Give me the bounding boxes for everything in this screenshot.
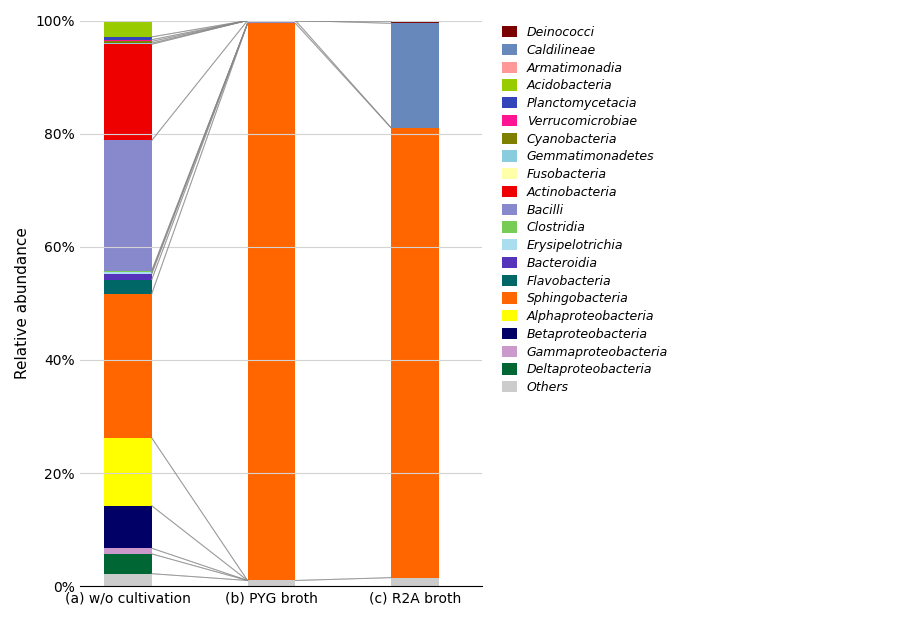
Bar bbox=[104, 506, 151, 548]
Bar bbox=[104, 37, 151, 40]
Bar bbox=[104, 554, 151, 574]
Bar bbox=[104, 40, 151, 42]
Bar bbox=[391, 578, 439, 586]
Bar bbox=[104, 280, 151, 294]
Bar bbox=[104, 270, 151, 272]
Bar bbox=[248, 24, 296, 580]
Bar bbox=[104, 42, 151, 43]
Bar bbox=[248, 580, 296, 586]
Bar bbox=[104, 438, 151, 506]
Bar bbox=[104, 294, 151, 438]
Bar bbox=[104, 44, 151, 140]
Bar bbox=[104, 274, 151, 280]
Bar bbox=[104, 12, 151, 14]
Bar bbox=[391, 128, 439, 578]
Bar bbox=[104, 272, 151, 274]
Bar bbox=[248, 20, 296, 24]
Legend: Deinococci, Caldilineae, Armatimonadia, Acidobacteria, Planctomycetacia, Verruco: Deinococci, Caldilineae, Armatimonadia, … bbox=[496, 21, 673, 399]
Bar bbox=[391, 24, 439, 128]
Bar bbox=[391, 20, 439, 24]
Y-axis label: Relative abundance: Relative abundance bbox=[15, 228, 30, 379]
Bar bbox=[104, 11, 151, 12]
Bar bbox=[104, 43, 151, 44]
Bar bbox=[104, 574, 151, 586]
Bar bbox=[104, 548, 151, 554]
Bar bbox=[104, 140, 151, 270]
Bar bbox=[104, 0, 151, 11]
Bar bbox=[104, 14, 151, 37]
